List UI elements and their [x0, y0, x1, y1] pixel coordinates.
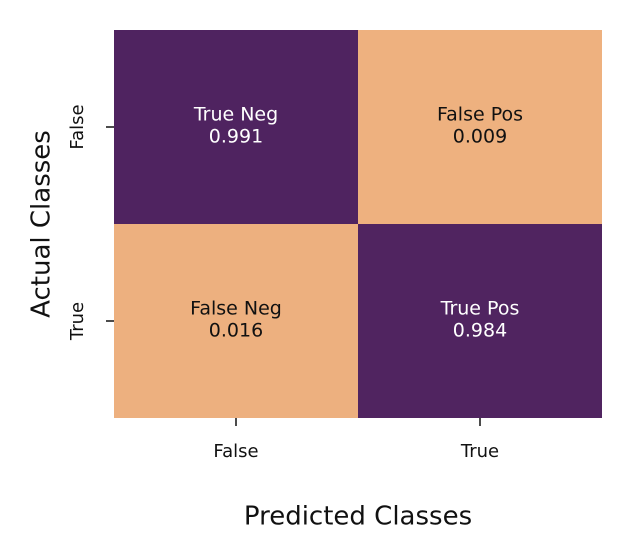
- cell: [114, 30, 358, 224]
- cell-value: 0.991: [209, 126, 263, 148]
- cell-value: 0.009: [453, 126, 507, 148]
- cell-name: False Pos: [437, 104, 523, 126]
- cell-name: True Pos: [440, 298, 520, 320]
- cell-name: False Neg: [190, 298, 282, 320]
- y-tick-label: False: [67, 104, 88, 149]
- cell-value: 0.016: [209, 320, 263, 342]
- cell: [114, 224, 358, 418]
- cell-name: True Neg: [193, 104, 278, 126]
- x-tick-label: True: [460, 441, 499, 462]
- cell: [358, 224, 602, 418]
- cell-value: 0.984: [453, 320, 507, 342]
- y-axis-label: Actual Classes: [27, 130, 57, 318]
- y-tick-label: True: [67, 302, 88, 341]
- x-axis-label: Predicted Classes: [244, 502, 472, 532]
- x-tick-label: False: [213, 441, 258, 462]
- cell: [358, 30, 602, 224]
